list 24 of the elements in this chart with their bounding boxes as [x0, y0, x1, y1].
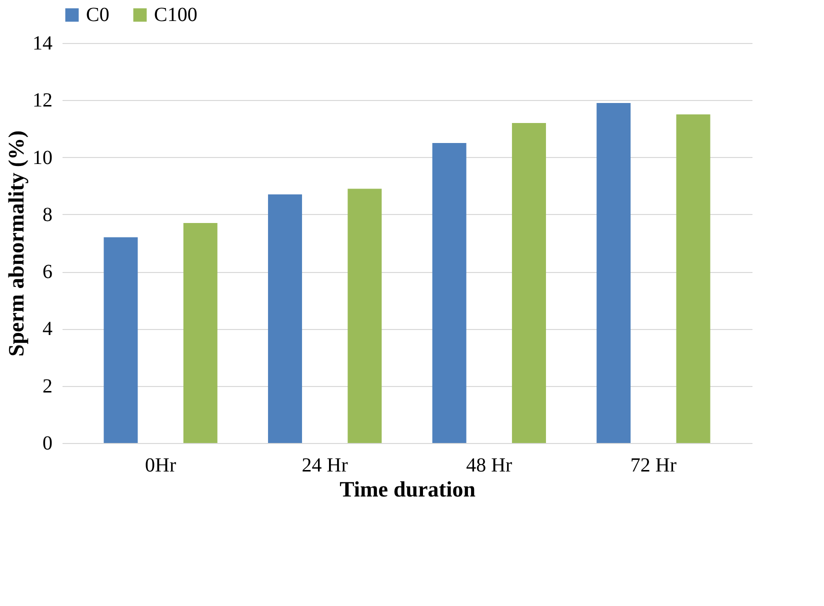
- x-tick-label: 72 Hr: [630, 454, 677, 476]
- x-tick-label: 0Hr: [145, 454, 176, 476]
- y-tick-label: 2: [42, 375, 52, 398]
- bar: [432, 143, 466, 443]
- y-tick-label: 6: [42, 261, 52, 284]
- bar: [676, 114, 710, 443]
- bar: [183, 223, 218, 443]
- bar: [348, 188, 382, 443]
- legend-label: C100: [154, 4, 198, 26]
- bar: [268, 194, 302, 443]
- legend-label: C0: [86, 4, 110, 26]
- x-axis-title: Time duration: [340, 476, 476, 502]
- x-tick-label: 24 Hr: [302, 454, 348, 476]
- bar: [512, 123, 546, 443]
- y-tick-label: 4: [42, 318, 52, 340]
- y-tick-label: 8: [42, 204, 52, 226]
- x-tick-label: 48 Hr: [466, 454, 513, 476]
- y-tick-label: 10: [32, 146, 52, 169]
- y-axis-title: Sperm abnormality (%): [4, 130, 28, 357]
- y-tick-label: 14: [32, 32, 52, 54]
- bar: [104, 237, 138, 443]
- bar: [596, 103, 631, 443]
- y-tick-label: 0: [42, 432, 52, 454]
- y-tick-label: 12: [32, 90, 52, 112]
